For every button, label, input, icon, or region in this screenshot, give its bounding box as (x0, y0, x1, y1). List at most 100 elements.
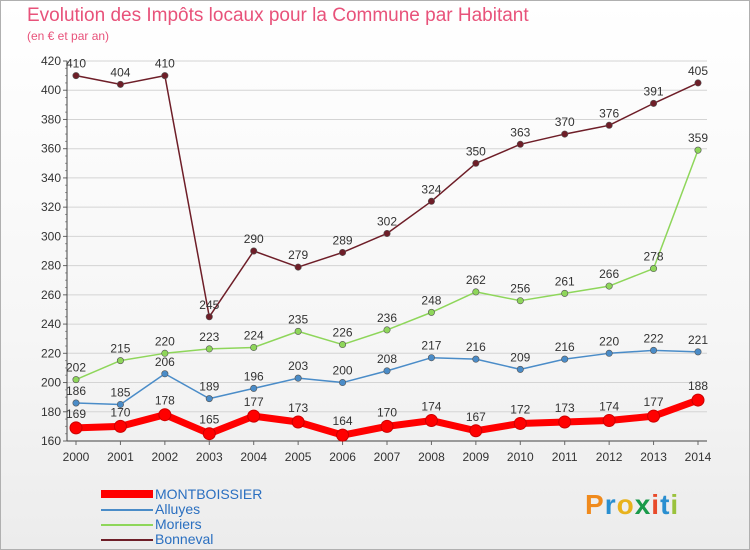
data-point (650, 265, 656, 271)
data-label: 173 (555, 401, 575, 415)
data-label: 174 (421, 400, 441, 414)
data-label: 216 (466, 340, 486, 354)
data-label: 173 (288, 401, 308, 415)
data-point (117, 357, 123, 363)
data-label: 209 (510, 350, 530, 364)
data-label: 200 (333, 364, 353, 378)
data-label: 188 (688, 379, 708, 393)
data-label: 222 (644, 331, 664, 345)
data-label: 215 (110, 342, 130, 356)
data-point (339, 341, 345, 347)
data-point (384, 327, 390, 333)
data-label: 202 (66, 361, 86, 375)
x-tick-label: 2000 (63, 450, 90, 464)
x-tick-label: 2011 (552, 450, 578, 464)
legend-swatch (101, 490, 153, 498)
data-point (162, 72, 168, 78)
legend-label: Alluyes (155, 501, 200, 517)
data-point (384, 230, 390, 236)
data-label: 235 (288, 312, 308, 326)
data-label: 410 (66, 57, 86, 71)
data-point (473, 289, 479, 295)
data-label: 391 (644, 84, 664, 98)
y-tick-label: 240 (41, 317, 61, 331)
data-point (117, 81, 123, 87)
data-label: 279 (288, 248, 308, 262)
y-tick-label: 400 (41, 83, 61, 97)
data-point (428, 198, 434, 204)
legend-swatch (101, 539, 153, 541)
y-tick-label: 280 (41, 259, 61, 273)
data-label: 376 (599, 106, 619, 120)
data-label: 185 (110, 385, 130, 399)
data-point (650, 100, 656, 106)
logo-letter: x (635, 489, 652, 521)
data-point (337, 429, 349, 441)
data-point (384, 368, 390, 374)
data-label: 261 (555, 274, 575, 288)
data-label: 256 (510, 282, 530, 296)
data-label: 278 (644, 250, 664, 264)
data-point (514, 417, 526, 429)
y-tick-label: 220 (41, 346, 61, 360)
data-point (428, 309, 434, 315)
data-point (425, 415, 437, 427)
data-label: 164 (333, 414, 353, 428)
data-label: 177 (244, 395, 264, 409)
data-label: 221 (688, 333, 708, 347)
data-point (695, 349, 701, 355)
data-label: 289 (333, 233, 353, 247)
data-point (695, 147, 701, 153)
data-point (295, 375, 301, 381)
data-point (114, 420, 126, 432)
data-point (428, 354, 434, 360)
data-point (473, 160, 479, 166)
data-point (648, 410, 660, 422)
data-label: 350 (466, 144, 486, 158)
data-point (251, 385, 257, 391)
data-label: 266 (599, 267, 619, 281)
data-label: 169 (66, 407, 86, 421)
logo-letter: P (585, 489, 605, 521)
data-point (562, 131, 568, 137)
data-point (603, 415, 615, 427)
x-tick-label: 2007 (374, 450, 401, 464)
legend-swatch (101, 524, 153, 526)
data-label: 410 (155, 57, 175, 71)
data-label: 216 (555, 340, 575, 354)
y-tick-label: 300 (41, 229, 61, 243)
y-tick-label: 160 (41, 434, 61, 448)
x-tick-label: 2004 (240, 450, 267, 464)
legend-label: MONTBOISSIER (155, 486, 262, 502)
data-point (73, 400, 79, 406)
data-point (203, 428, 215, 440)
data-label: 363 (510, 125, 530, 139)
data-point (292, 416, 304, 428)
x-tick-label: 2006 (329, 450, 356, 464)
data-point (251, 344, 257, 350)
data-label: 245 (199, 298, 219, 312)
y-tick-label: 260 (41, 288, 61, 302)
data-point (559, 416, 571, 428)
data-point (562, 356, 568, 362)
data-point (381, 420, 393, 432)
data-label: 167 (466, 410, 486, 424)
data-point (470, 425, 482, 437)
data-point (692, 394, 704, 406)
data-label: 220 (599, 334, 619, 348)
chart-frame: Evolution des Impôts locaux pour la Comm… (0, 0, 750, 550)
data-point (162, 371, 168, 377)
x-tick-label: 2014 (685, 450, 712, 464)
x-tick-label: 2001 (107, 450, 134, 464)
data-point (606, 283, 612, 289)
data-label: 248 (421, 293, 441, 307)
data-point (695, 80, 701, 86)
data-point (339, 249, 345, 255)
data-label: 226 (333, 326, 353, 340)
x-tick-label: 2013 (640, 450, 667, 464)
data-label: 405 (688, 64, 708, 78)
data-point (606, 350, 612, 356)
data-label: 208 (377, 352, 397, 366)
y-tick-label: 340 (41, 171, 61, 185)
data-point (562, 290, 568, 296)
